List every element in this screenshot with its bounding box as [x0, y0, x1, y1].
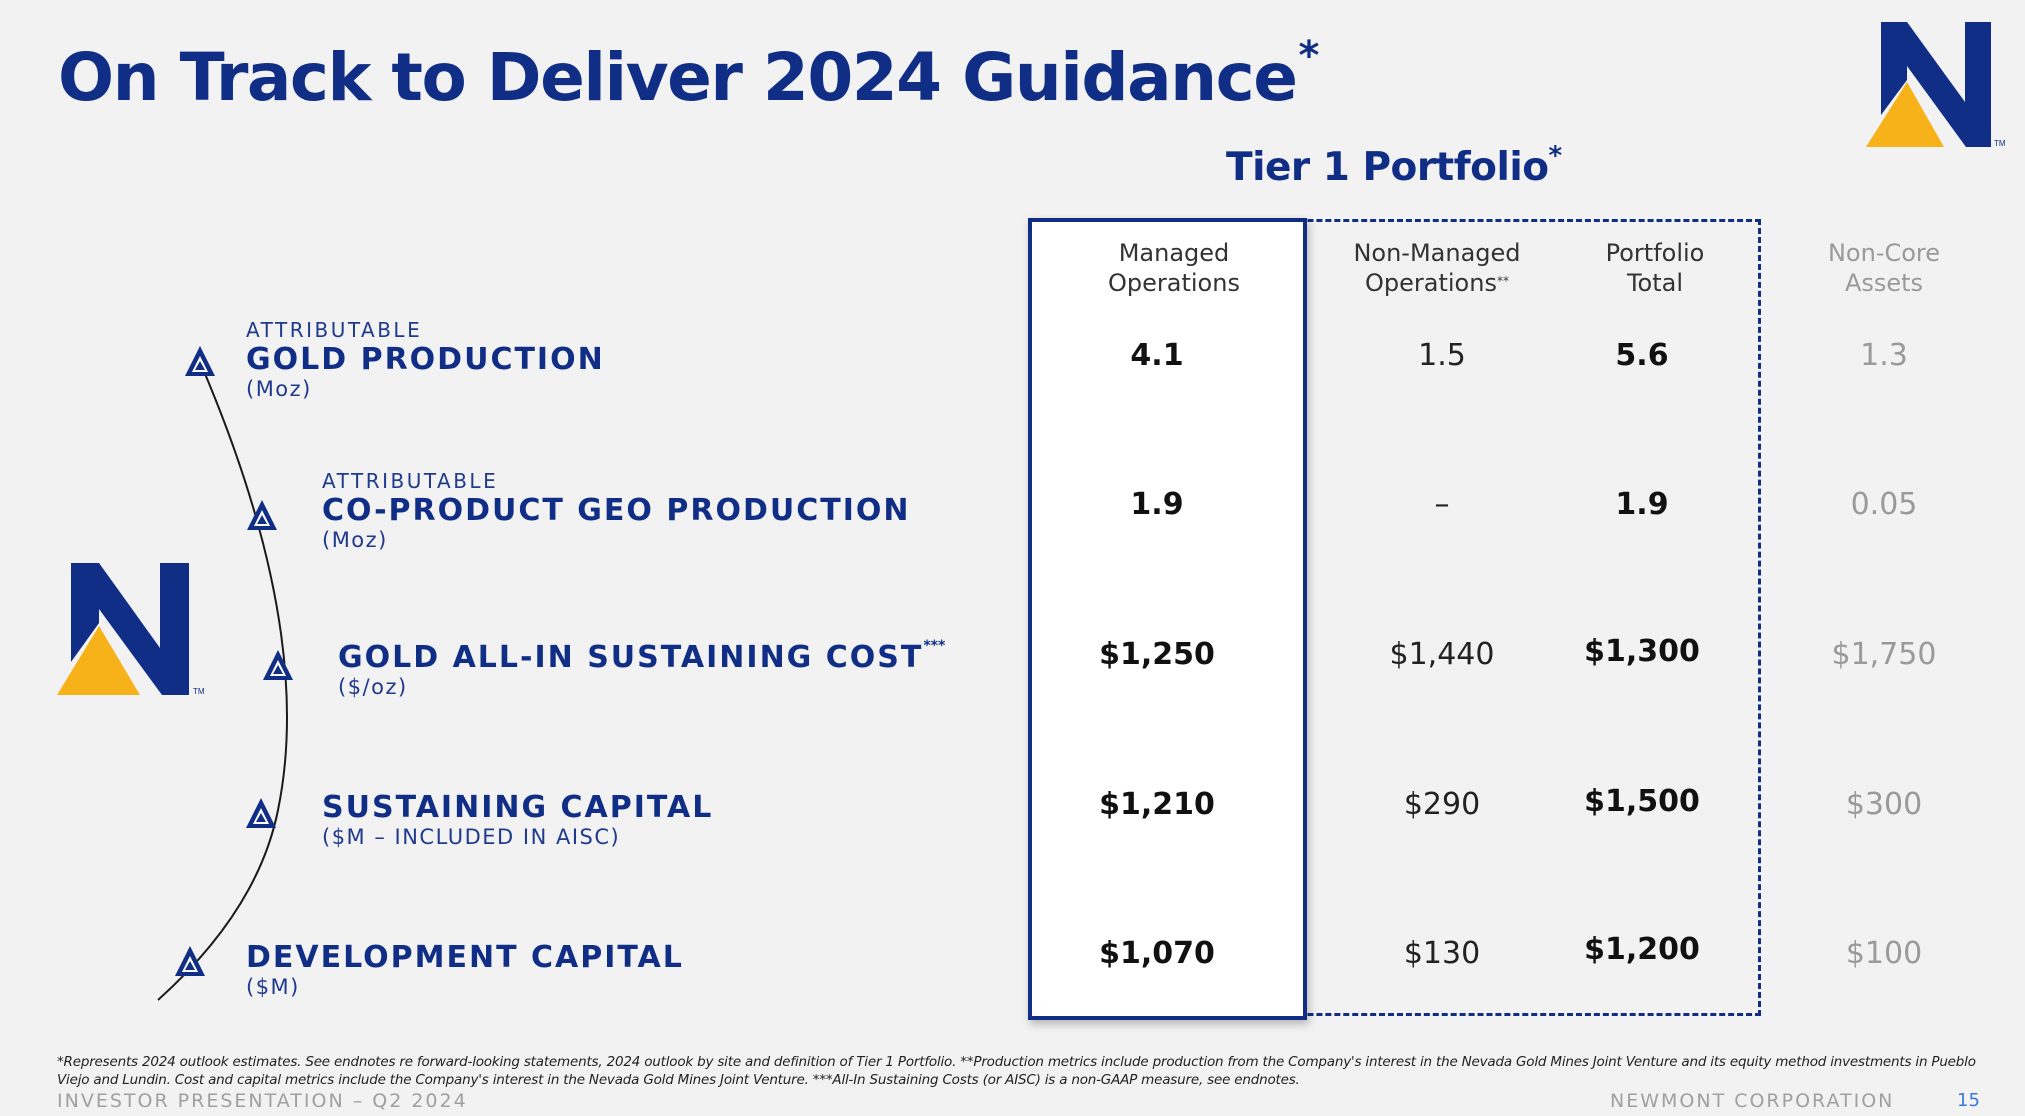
header-line-2-text: Operations [1365, 269, 1497, 297]
tier-asterisk: * [1548, 141, 1563, 171]
logo-triangle [1866, 82, 1944, 147]
value-portfolio-total: $1,500 [1584, 784, 1700, 819]
header-line-1: Non-Core [1827, 239, 1941, 267]
column-header-non-core: Non-Core Assets [1764, 238, 2004, 298]
value-portfolio-total: $1,300 [1584, 634, 1700, 669]
triangle-marker-icon [175, 946, 205, 976]
logo-tm: TM [193, 687, 205, 696]
value-non-core: $100 [1845, 936, 1923, 971]
tier-title-text: Tier 1 Portfolio [1226, 145, 1549, 190]
value-non-core: $1,750 [1831, 637, 1937, 672]
metric-name-text: GOLD PRODUCTION [246, 342, 605, 377]
value-managed: $1,250 [1099, 637, 1215, 672]
arc-line [157, 361, 288, 1001]
metric-name-text: CO-PRODUCT GEO PRODUCTION [322, 493, 911, 528]
newmont-logo-left: TM [55, 560, 210, 700]
slide-title: On Track to Deliver 2024 Guidance* [58, 33, 1319, 117]
value-managed: 1.9 [1130, 487, 1184, 522]
footer-company-name: NEWMONT CORPORATION [1610, 1090, 1895, 1112]
metric-name: GOLD ALL-IN SUSTAINING COST*** [338, 638, 946, 675]
value-non-core: $300 [1845, 787, 1923, 822]
header-line-2: Total [1626, 269, 1684, 297]
value-non-managed: 1.5 [1418, 338, 1466, 373]
value-portfolio-total: 5.6 [1615, 338, 1669, 373]
metric-name: DEVELOPMENT CAPITAL [246, 940, 684, 975]
metric-sustaining-capital: SUSTAINING CAPITAL ($M – INCLUDED IN AIS… [322, 790, 713, 849]
metric-name-text: DEVELOPMENT CAPITAL [246, 940, 684, 975]
logo-triangle [57, 626, 140, 695]
metric-geo-production: ATTRIBUTABLE CO-PRODUCT GEO PRODUCTION (… [322, 469, 910, 552]
value-portfolio-total: 1.9 [1615, 487, 1669, 522]
metric-name: GOLD PRODUCTION [246, 342, 605, 377]
metric-unit: (Moz) [246, 377, 312, 401]
triangle-marker-icon [185, 346, 215, 376]
value-portfolio-total: $1,200 [1584, 932, 1700, 967]
metric-unit: (Moz) [322, 528, 388, 552]
metrics-arc [140, 330, 300, 1010]
slide-title-text: On Track to Deliver 2024 Guidance [58, 39, 1298, 116]
value-non-core: 1.3 [1860, 338, 1908, 373]
triangle-marker-icon [246, 798, 276, 828]
footnote: *Represents 2024 outlook estimates. See … [57, 1054, 1976, 1088]
triangle-marker-icon [247, 500, 277, 530]
header-line-1: Managed [1118, 239, 1230, 267]
newmont-logo-top: TM [1864, 20, 2014, 150]
metric-prefix: ATTRIBUTABLE [322, 469, 499, 493]
logo-n-shape [71, 563, 189, 695]
value-managed: $1,210 [1099, 787, 1215, 822]
header-line-2: Assets [1844, 269, 1924, 297]
column-header-non-managed: Non-Managed Operations** [1317, 238, 1557, 298]
header-line-1: Portfolio [1605, 239, 1705, 267]
metric-name-text: SUSTAINING CAPITAL [322, 790, 714, 825]
metric-footnote-mark: *** [923, 638, 946, 654]
logo-tm: TM [1994, 139, 2006, 148]
column-header-portfolio-total: Portfolio Total [1535, 238, 1775, 298]
title-asterisk: * [1298, 33, 1320, 79]
logo-n-shape [1881, 22, 1991, 147]
metric-development-capital: DEVELOPMENT CAPITAL ($M) [246, 940, 684, 999]
value-managed: 4.1 [1130, 338, 1184, 373]
metric-name: CO-PRODUCT GEO PRODUCTION [322, 493, 910, 528]
value-non-managed: – [1434, 487, 1450, 522]
metric-prefix: ATTRIBUTABLE [246, 318, 423, 342]
header-line-2: Operations [1108, 269, 1240, 297]
metric-unit: ($M – INCLUDED IN AISC) [322, 825, 621, 849]
metric-name: SUSTAINING CAPITAL [322, 790, 713, 825]
metric-gold-production: ATTRIBUTABLE GOLD PRODUCTION (Moz) [246, 318, 605, 401]
header-line-2: Operations** [1317, 268, 1557, 298]
tier-1-portfolio-title: Tier 1 Portfolio* [1226, 141, 1562, 190]
value-non-core: 0.05 [1850, 487, 1918, 522]
metric-unit: ($/oz) [338, 675, 408, 699]
value-non-managed: $1,440 [1389, 637, 1495, 672]
triangle-marker-icon [263, 650, 293, 680]
footer-presentation-label: INVESTOR PRESENTATION – Q2 2024 [57, 1090, 468, 1112]
value-non-managed: $130 [1403, 936, 1481, 971]
metric-unit: ($M) [246, 975, 300, 999]
value-non-managed: $290 [1403, 787, 1481, 822]
page-number: 15 [1957, 1090, 1980, 1111]
managed-operations-box [1028, 218, 1307, 1020]
metric-name-text: GOLD ALL-IN SUSTAINING COST [338, 640, 924, 675]
header-footnote-mark: ** [1496, 274, 1509, 288]
metric-aisc: GOLD ALL-IN SUSTAINING COST*** ($/oz) [338, 638, 946, 699]
header-line-1: Non-Managed [1353, 239, 1521, 267]
value-managed: $1,070 [1099, 936, 1215, 971]
column-header-managed: Managed Operations [1054, 238, 1294, 298]
